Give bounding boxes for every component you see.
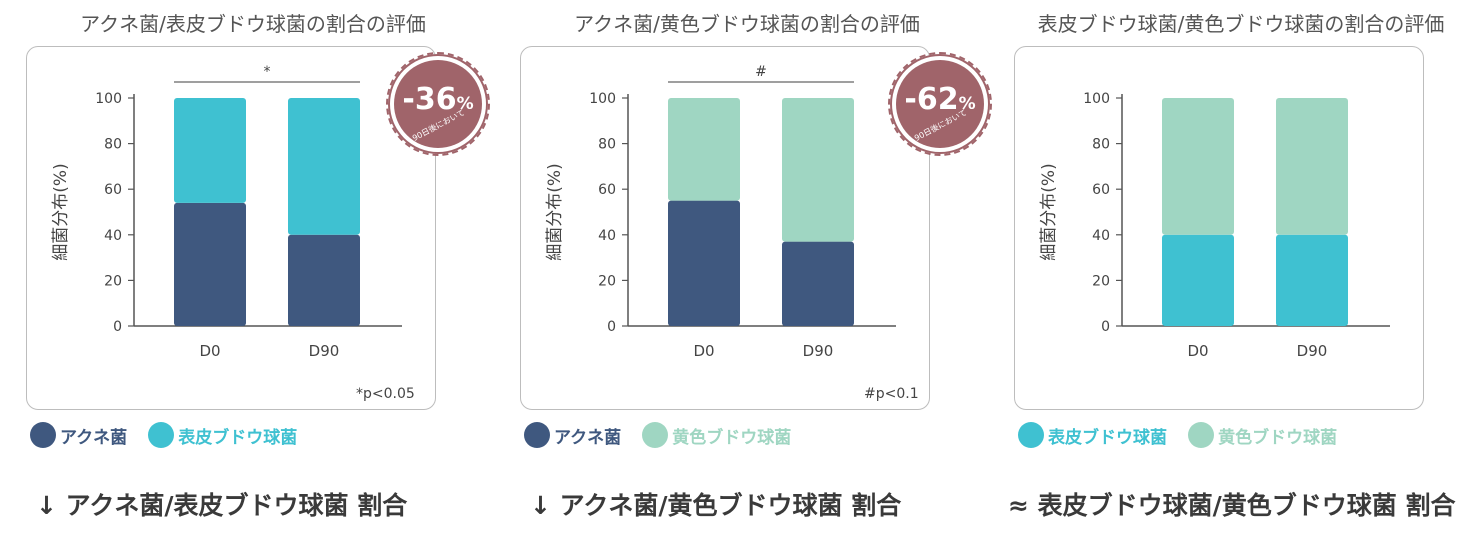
stacked-bar-chart: 0 20 40 60 80 100 細菌分布(%) D0 D90 [1039, 91, 1390, 360]
x-tick-label: D90 [1297, 342, 1328, 360]
bar-segment [1276, 234, 1348, 326]
significance-mark: * [264, 64, 271, 80]
summary-text: ↓ アクネ菌/黄色ブドウ球菌 割合 [530, 491, 902, 520]
chart-panel-2: アクネ菌/黄色ブドウ球菌の割合の評価 0 20 40 60 80 100 細菌分布(%) D0… [512, 0, 992, 535]
y-tick-label: 60 [104, 182, 122, 198]
x-tick-label: D90 [309, 342, 340, 360]
bar-segment [288, 98, 360, 235]
legend-item-epi: 表皮ブドウ球菌 [148, 422, 297, 448]
legend-dot-icon [30, 422, 56, 448]
y-tick-label: 0 [1101, 319, 1110, 335]
y-tick-label: 100 [589, 91, 616, 107]
legend-dot-icon [1188, 422, 1215, 448]
reduction-badge: -62% 90日後において [896, 60, 984, 148]
legend-item-acne: アクネ菌 [30, 422, 127, 448]
y-tick-label: 20 [104, 273, 122, 289]
bar-segment [1276, 98, 1348, 235]
legend-label: 黄色ブドウ球菌 [1218, 427, 1338, 448]
x-tick-label: D0 [1187, 342, 1208, 360]
y-axis-label: 細菌分布(%) [51, 163, 71, 260]
y-tick-label: 0 [113, 319, 122, 335]
y-tick-label: 60 [1092, 182, 1110, 198]
y-tick-label: 100 [95, 91, 122, 107]
reduction-badge: -36% 90日後において [394, 60, 482, 148]
bar-segment [1162, 234, 1234, 326]
legend-item-aureus: 黄色ブドウ球菌 [642, 422, 791, 448]
significance-note: #p<0.1 [864, 386, 919, 402]
bar-segment [668, 200, 740, 326]
y-tick-label: 20 [598, 273, 616, 289]
legend: 表皮ブドウ球菌 黄色ブドウ球菌 [1018, 422, 1353, 452]
legend-dot-icon [1018, 422, 1044, 448]
chart-panel-3: 表皮ブドウ球菌/黄色ブドウ球菌の割合の評価 0 20 40 60 80 100 細菌分布(%… [1006, 0, 1476, 535]
badge-ring [888, 52, 992, 156]
bar-segment [782, 98, 854, 242]
y-tick-label: 0 [607, 319, 616, 335]
significance-mark: # [755, 64, 767, 80]
bar-segment [668, 98, 740, 201]
legend-label: アクネ菌 [60, 427, 128, 448]
bar-segment [174, 202, 246, 326]
y-tick-label: 40 [598, 228, 616, 244]
legend: アクネ菌 表皮ブドウ球菌 [30, 422, 313, 452]
y-tick-label: 40 [104, 228, 122, 244]
badge-ring [386, 52, 490, 156]
stacked-bar-chart: 0 20 40 60 80 100 細菌分布(%) D0 D90 * [51, 64, 402, 360]
chart-panel-1: アクネ菌/表皮ブドウ球菌の割合の評価 0 20 40 60 80 100 細菌分布(%) D0… [18, 0, 490, 535]
legend-label: 表皮ブドウ球菌 [178, 427, 298, 448]
legend-item-aureus: 黄色ブドウ球菌 [1188, 422, 1337, 448]
bar-segment [1162, 98, 1234, 235]
y-tick-label: 80 [1092, 137, 1110, 153]
chart-title: アクネ菌/表皮ブドウ球菌の割合の評価 [80, 12, 426, 36]
legend-item-acne: アクネ菌 [524, 422, 621, 448]
legend-label: 表皮ブドウ球菌 [1048, 427, 1167, 448]
x-tick-label: D90 [803, 342, 834, 360]
badge-value: -36 [402, 82, 457, 117]
y-tick-label: 40 [1092, 228, 1110, 244]
summary-text: ≈ 表皮ブドウ球菌/黄色ブドウ球菌 割合 [1008, 491, 1456, 520]
y-tick-label: 80 [104, 137, 122, 153]
y-axis-label: 細菌分布(%) [1039, 163, 1059, 260]
legend-dot-icon [642, 422, 669, 448]
bar-segment [174, 98, 246, 203]
significance-note: *p<0.05 [356, 386, 415, 402]
stacked-bar-chart: 0 20 40 60 80 100 細菌分布(%) D0 D90 # [545, 64, 896, 360]
legend-item-epi: 表皮ブドウ球菌 [1018, 422, 1167, 448]
x-tick-label: D0 [693, 342, 714, 360]
chart-title: アクネ菌/黄色ブドウ球菌の割合の評価 [574, 12, 920, 36]
bar-segment [288, 234, 360, 326]
legend-label: アクネ菌 [554, 427, 622, 448]
legend-dot-icon [148, 422, 175, 448]
legend-dot-icon [524, 422, 550, 448]
badge-unit: % [456, 94, 474, 114]
legend: アクネ菌 黄色ブドウ球菌 [524, 422, 807, 452]
y-tick-label: 20 [1092, 273, 1110, 289]
bar-segment [782, 241, 854, 326]
y-axis-label: 細菌分布(%) [545, 163, 565, 260]
y-tick-label: 60 [598, 182, 616, 198]
chart-title: 表皮ブドウ球菌/黄色ブドウ球菌の割合の評価 [1037, 12, 1445, 36]
badge-unit: % [958, 94, 976, 114]
y-tick-label: 80 [598, 137, 616, 153]
summary-text: ↓ アクネ菌/表皮ブドウ球菌 割合 [36, 491, 408, 520]
y-tick-label: 100 [1083, 91, 1110, 107]
legend-label: 黄色ブドウ球菌 [672, 427, 792, 448]
x-tick-label: D0 [199, 342, 220, 360]
badge-value: -62 [904, 82, 959, 117]
